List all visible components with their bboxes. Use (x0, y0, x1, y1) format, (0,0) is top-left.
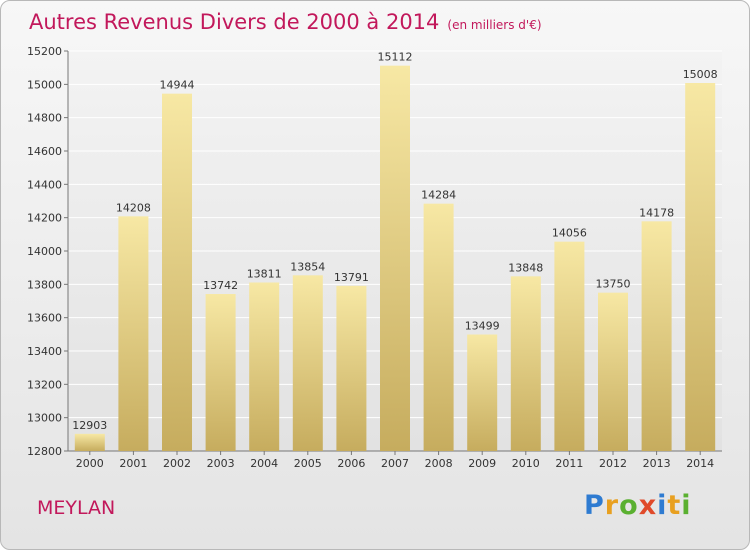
bar-value-label: 15112 (378, 51, 413, 64)
brand-letter: t (667, 490, 682, 521)
bar-value-label: 14178 (639, 206, 674, 219)
y-tick-label: 12800 (27, 445, 62, 458)
y-tick-label: 13600 (27, 312, 62, 325)
x-tick-label: 2005 (294, 457, 322, 470)
x-tick-label: 2013 (643, 457, 671, 470)
x-tick-label: 2002 (163, 457, 191, 470)
y-tick-label: 15000 (27, 78, 62, 91)
bar-value-label: 14208 (116, 201, 151, 214)
chart-title-unit: (en milliers d'€) (447, 18, 542, 32)
x-tick-label: 2006 (337, 457, 365, 470)
y-tick-label: 14000 (27, 245, 62, 258)
bar (467, 334, 498, 451)
x-tick-label: 2004 (250, 457, 278, 470)
bar-value-label: 13791 (334, 271, 369, 284)
bar-value-label: 14944 (160, 79, 195, 92)
x-tick-label: 2009 (468, 457, 496, 470)
x-tick-label: 2012 (599, 457, 627, 470)
bar-value-label: 13854 (290, 260, 325, 273)
bar (598, 292, 628, 451)
x-tick-label: 2000 (76, 457, 104, 470)
bar (554, 241, 585, 451)
bar (423, 203, 454, 451)
bar-value-label: 14056 (552, 227, 587, 240)
y-tick-label: 13800 (27, 278, 62, 291)
bar (510, 276, 541, 451)
x-tick-label: 2001 (119, 457, 147, 470)
bar (685, 83, 716, 451)
bar-value-label: 14284 (421, 189, 456, 202)
chart-title: Autres Revenus Divers de 2000 à 2014 (en … (29, 10, 542, 34)
bar (74, 433, 105, 451)
bar-value-label: 15008 (683, 68, 718, 81)
bar (380, 65, 410, 452)
x-tick-label: 2003 (207, 457, 235, 470)
bar-value-label: 13811 (247, 268, 282, 281)
x-tick-label: 2010 (512, 457, 540, 470)
y-tick-label: 13000 (27, 412, 62, 425)
bar-value-label: 13742 (203, 279, 238, 292)
location-name: MEYLAN (37, 497, 116, 519)
y-tick-label: 15200 (27, 45, 62, 58)
bar (118, 216, 149, 451)
brand-letter: P (584, 490, 605, 521)
y-tick-label: 14800 (27, 112, 62, 125)
y-tick-label: 14600 (27, 145, 62, 158)
x-tick-label: 2011 (555, 457, 583, 470)
brand-letter: i (681, 490, 692, 521)
y-tick-label: 14200 (27, 212, 62, 225)
brand-letter: o (619, 490, 639, 521)
brand-letter: x (638, 490, 658, 521)
x-tick-label: 2008 (425, 457, 453, 470)
brand-letter: r (604, 490, 620, 521)
bar (641, 221, 672, 451)
bar (336, 285, 367, 451)
x-tick-label: 2014 (686, 457, 714, 470)
bar-value-label: 13750 (596, 278, 631, 291)
y-tick-label: 13200 (27, 378, 62, 391)
y-tick-label: 14400 (27, 178, 62, 191)
bar (162, 93, 192, 452)
chart-title-text: Autres Revenus Divers de 2000 à 2014 (29, 10, 440, 34)
bar (205, 294, 236, 451)
x-tick-label: 2007 (381, 457, 409, 470)
bar (292, 275, 323, 451)
y-tick-label: 13400 (27, 345, 62, 358)
brand-logo: Proxiti (584, 490, 692, 521)
brand-letter: i (657, 490, 668, 521)
bar (249, 282, 280, 451)
bar-value-label: 13499 (465, 320, 500, 333)
bar-value-label: 13848 (508, 261, 543, 274)
bar-value-label: 12903 (72, 419, 107, 432)
